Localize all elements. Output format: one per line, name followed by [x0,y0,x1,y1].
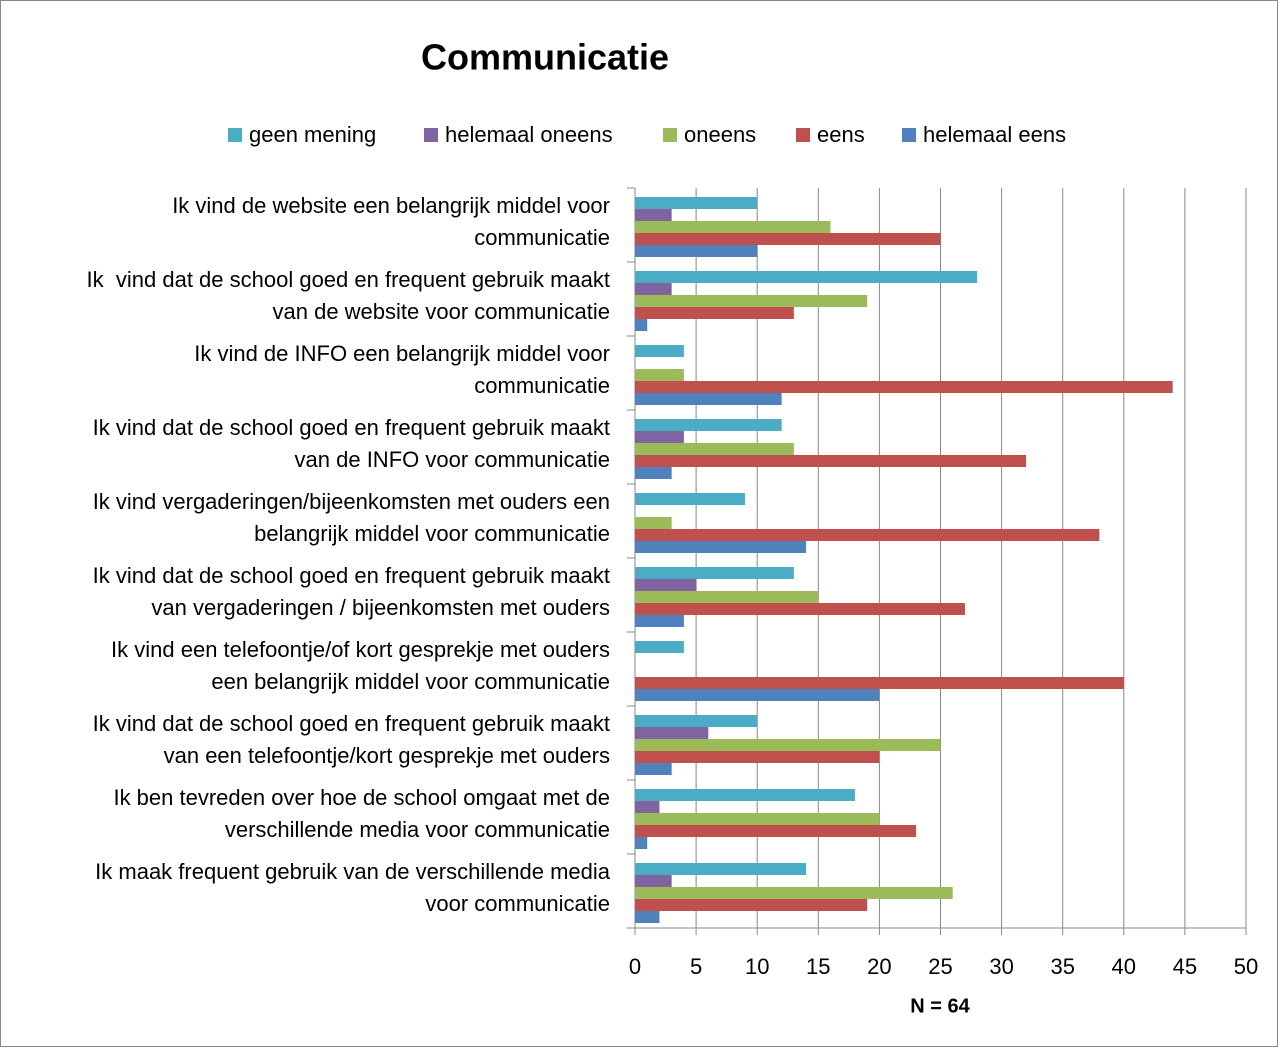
bar [635,319,648,331]
legend-label: helemaal oneens [445,122,613,147]
bar [635,209,672,221]
bar [635,295,868,307]
bar [635,801,660,813]
y-tick-label: Ik vind dat de school goed en frequent g… [87,267,610,292]
bar [635,911,660,923]
y-tick-label: Ik vind de website een belangrijk middel… [172,193,610,218]
bar [635,431,684,443]
bar [635,591,819,603]
bar [635,825,917,837]
y-tick-label: Ik vind vergaderingen/bijeenkomsten met … [93,489,610,514]
y-tick-label: communicatie [474,373,610,398]
bar [635,763,672,775]
y-tick-label: communicatie [474,225,610,250]
bar [635,419,782,431]
y-tick-label: van de website voor communicatie [273,299,611,324]
bar [635,789,855,801]
x-tick-label: 20 [867,954,891,979]
legend-label: eens [817,122,865,147]
legend-label: helemaal eens [923,122,1066,147]
x-tick-label: 0 [629,954,641,979]
bar [635,541,807,553]
x-tick-label: 35 [1050,954,1074,979]
bar [635,863,807,875]
bar [635,307,794,319]
y-tick-label: Ik vind dat de school goed en frequent g… [93,711,610,736]
y-tick-label: verschillende media voor communicatie [225,817,610,842]
chart-title: Communicatie [421,37,669,78]
bar [635,393,782,405]
x-tick-label: 5 [690,954,702,979]
bar [635,493,745,505]
y-tick-label: Ik vind dat de school goed en frequent g… [93,563,610,588]
bar [635,899,868,911]
bar [635,467,672,479]
bar [635,739,941,751]
y-tick-label: Ik vind een telefoontje/of kort gesprekj… [111,637,610,662]
bar [635,887,953,899]
legend-swatch [902,128,916,142]
bar [635,715,758,727]
y-tick-label: een belangrijk middel voor communicatie [211,669,610,694]
bar [635,517,672,529]
legend-swatch [424,128,438,142]
bar [635,271,978,283]
bar [635,381,1173,393]
x-axis-label: N = 64 [910,995,970,1017]
bar [635,641,684,653]
legend-label: geen mening [249,122,376,147]
y-tick-label: Ik vind de INFO een belangrijk middel vo… [194,341,610,366]
x-tick-label: 45 [1173,954,1197,979]
bar [635,443,794,455]
bar [635,813,880,825]
x-tick-label: 10 [745,954,769,979]
bar [635,197,758,209]
legend-label: oneens [684,122,756,147]
x-tick-label: 30 [989,954,1013,979]
bar [635,283,672,295]
bar [635,245,758,257]
x-tick-label: 40 [1112,954,1136,979]
bar [635,875,672,887]
bar [635,233,941,245]
y-tick-label: Ik vind dat de school goed en frequent g… [93,415,610,440]
bar [635,677,1124,689]
bar [635,615,684,627]
bar [635,529,1100,541]
y-tick-label: van de INFO voor communicatie [295,447,610,472]
legend-swatch [663,128,677,142]
bar [635,369,684,381]
y-tick-label: van vergaderingen / bijeenkomsten met ou… [151,595,610,620]
y-tick-label: van een telefoontje/kort gesprekje met o… [164,743,610,768]
y-tick-label: belangrijk middel voor communicatie [254,521,610,546]
legend-swatch [796,128,810,142]
bar [635,689,880,701]
bar [635,567,794,579]
bar [635,603,965,615]
x-tick-label: 15 [806,954,830,979]
bar [635,345,684,357]
legend-swatch [228,128,242,142]
bar [635,221,831,233]
bar [635,751,880,763]
bar [635,837,648,849]
bar [635,727,709,739]
y-tick-label: Ik maak frequent gebruik van de verschil… [95,859,611,884]
bar [635,579,697,591]
bar [635,455,1027,467]
x-tick-label: 50 [1234,954,1258,979]
x-tick-label: 25 [928,954,952,979]
y-tick-label: voor communicatie [425,891,610,916]
y-tick-label: Ik ben tevreden over hoe de school omgaa… [113,785,610,810]
